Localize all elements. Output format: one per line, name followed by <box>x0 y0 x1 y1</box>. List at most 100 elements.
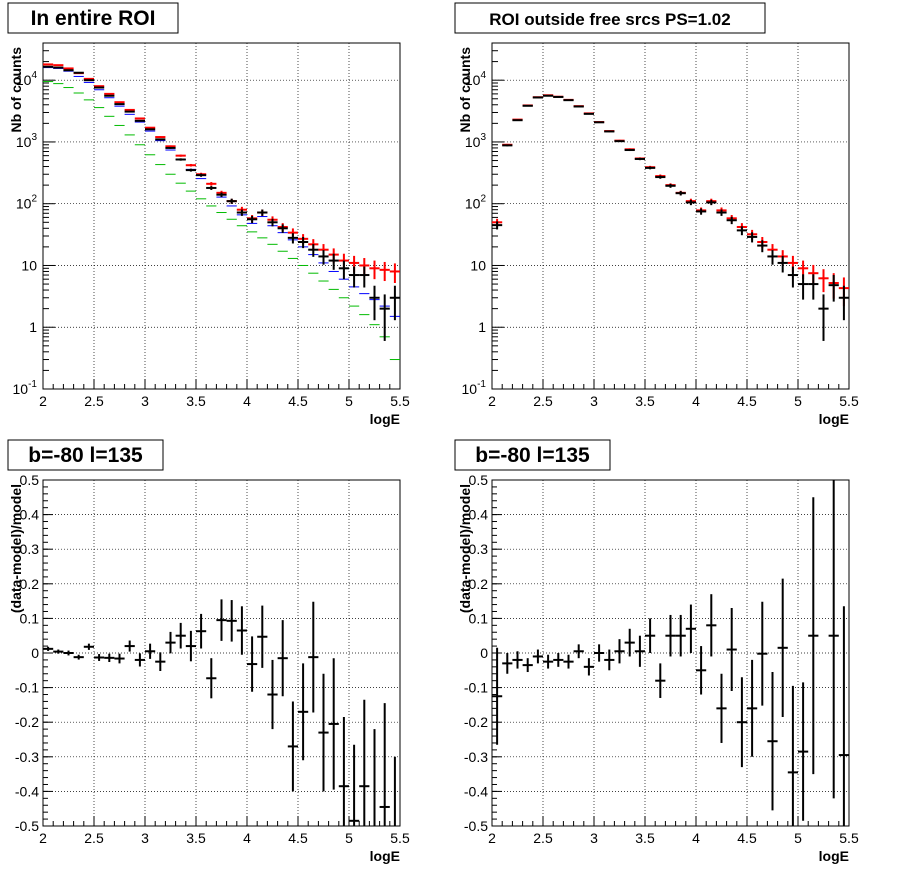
y-tick-label: -0.5 <box>464 818 488 834</box>
data-point <box>523 105 533 106</box>
y-tick-label: -0.2 <box>15 714 39 730</box>
data-point <box>502 144 512 146</box>
x-tick-label: 5 <box>794 393 802 409</box>
y-tick-label: 10 <box>470 257 486 273</box>
x-axis-label: logE <box>819 411 849 427</box>
data-point <box>512 120 522 121</box>
data-point <box>614 140 624 142</box>
x-tick-label: 2 <box>39 830 47 846</box>
data-point <box>604 131 614 132</box>
data-point <box>176 158 186 160</box>
data-point <box>125 111 135 112</box>
y-tick-label: -0.2 <box>464 714 488 730</box>
y-tick-exponent: 3 <box>31 132 37 143</box>
data-point <box>553 97 563 98</box>
x-tick-label: 4.5 <box>737 830 757 846</box>
chart-title: b=-80 l=135 <box>28 444 143 467</box>
x-tick-label: 3.5 <box>635 393 655 409</box>
chart-title: In entire ROI <box>31 7 156 30</box>
x-tick-label: 3 <box>590 830 598 846</box>
data-point <box>645 167 655 170</box>
y-tick-exponent: 2 <box>31 194 37 205</box>
y-tick-label: -0.3 <box>15 749 39 765</box>
data-point <box>186 164 196 167</box>
y-tick-label: 0 <box>480 645 488 661</box>
x-tick-label: 4 <box>692 393 700 409</box>
y-tick-label: -0.4 <box>15 783 39 799</box>
data-point <box>563 100 573 101</box>
data-point <box>594 122 604 123</box>
x-tick-label: 5.5 <box>839 393 859 409</box>
chart-title: ROI outside free srcs PS=1.02 <box>489 10 730 29</box>
x-tick-label: 5 <box>345 830 353 846</box>
x-tick-label: 4.5 <box>288 830 308 846</box>
y-tick-exponent: 4 <box>31 70 37 81</box>
data-point <box>84 80 94 81</box>
y-tick-exponent: -1 <box>28 379 37 390</box>
data-point <box>155 139 165 141</box>
x-tick-label: 4.5 <box>288 393 308 409</box>
y-tick-label: -0.4 <box>464 783 488 799</box>
x-tick-label: 2.5 <box>533 393 553 409</box>
data-point <box>574 106 584 107</box>
x-tick-label: 3 <box>590 393 598 409</box>
x-tick-label: 2.5 <box>84 830 104 846</box>
data-point <box>104 94 114 95</box>
y-tick-exponent: -1 <box>477 379 486 390</box>
data-point <box>84 79 94 80</box>
data-point <box>114 102 124 103</box>
data-point <box>625 149 635 151</box>
y-tick-label: 1 <box>29 319 37 335</box>
x-tick-label: 3 <box>141 393 149 409</box>
x-tick-label: 3.5 <box>186 393 206 409</box>
x-tick-label: 5 <box>345 393 353 409</box>
y-tick-label: -0.3 <box>464 749 488 765</box>
y-tick-label: 10 <box>21 257 37 273</box>
x-axis-label: logE <box>370 848 400 864</box>
data-point <box>104 95 114 96</box>
data-point <box>145 129 155 130</box>
x-axis-label: logE <box>370 411 400 427</box>
y-axis-label: Nb of counts <box>457 47 473 133</box>
y-axis-label: (data-model)/model <box>457 484 473 613</box>
x-tick-label: 5 <box>794 830 802 846</box>
x-axis-label: logE <box>819 848 849 864</box>
y-tick-exponent: 3 <box>480 132 486 143</box>
y-axis-label: (data-model)/model <box>8 484 24 613</box>
data-point <box>94 86 104 87</box>
x-tick-label: 2.5 <box>84 393 104 409</box>
x-tick-label: 5.5 <box>839 830 859 846</box>
data-point <box>135 120 145 121</box>
x-tick-label: 3.5 <box>635 830 655 846</box>
x-tick-label: 2 <box>488 830 496 846</box>
x-tick-label: 5.5 <box>390 393 410 409</box>
y-tick-label: 0 <box>31 645 39 661</box>
x-tick-label: 2 <box>488 393 496 409</box>
x-tick-label: 2 <box>39 393 47 409</box>
data-point <box>533 97 543 98</box>
x-tick-label: 4 <box>243 830 251 846</box>
x-tick-label: 3.5 <box>186 830 206 846</box>
data-point <box>125 109 135 110</box>
y-axis-label: Nb of counts <box>8 47 24 133</box>
data-point <box>543 95 553 96</box>
x-tick-label: 4 <box>243 393 251 409</box>
chart-title: b=-80 l=135 <box>475 444 590 467</box>
data-point <box>135 118 145 119</box>
x-tick-label: 4.5 <box>737 393 757 409</box>
data-point <box>635 158 645 160</box>
x-tick-label: 4 <box>692 830 700 846</box>
data-point <box>155 136 165 138</box>
data-point <box>176 155 186 157</box>
y-tick-label: -0.1 <box>464 680 488 696</box>
data-point <box>165 147 175 149</box>
y-tick-label: -0.1 <box>15 680 39 696</box>
y-tick-exponent: 4 <box>480 70 486 81</box>
y-tick-exponent: 2 <box>480 194 486 205</box>
data-point <box>145 127 155 128</box>
y-tick-label: 1 <box>478 319 486 335</box>
x-tick-label: 3 <box>141 830 149 846</box>
data-point <box>94 87 104 88</box>
